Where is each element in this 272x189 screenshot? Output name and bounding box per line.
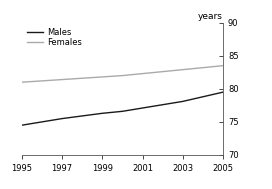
Males [81, 115, 84, 117]
Line: Males: Males [22, 92, 223, 125]
Males [221, 91, 225, 93]
Text: years: years [198, 12, 223, 21]
Males [101, 112, 104, 115]
Males [40, 121, 44, 123]
Females [40, 80, 44, 82]
Females [60, 78, 64, 81]
Females [101, 76, 104, 78]
Males [141, 107, 144, 109]
Females [221, 65, 225, 67]
Males [201, 96, 205, 98]
Males [121, 110, 124, 112]
Females [201, 67, 205, 69]
Males [181, 100, 184, 103]
Females [121, 74, 124, 77]
Females [161, 70, 164, 73]
Line: Females: Females [22, 66, 223, 82]
Females [141, 73, 144, 75]
Legend: Males, Females: Males, Females [26, 27, 83, 48]
Males [20, 124, 23, 126]
Males [60, 118, 64, 120]
Males [161, 104, 164, 106]
Females [81, 77, 84, 79]
Females [181, 68, 184, 71]
Females [20, 81, 23, 83]
